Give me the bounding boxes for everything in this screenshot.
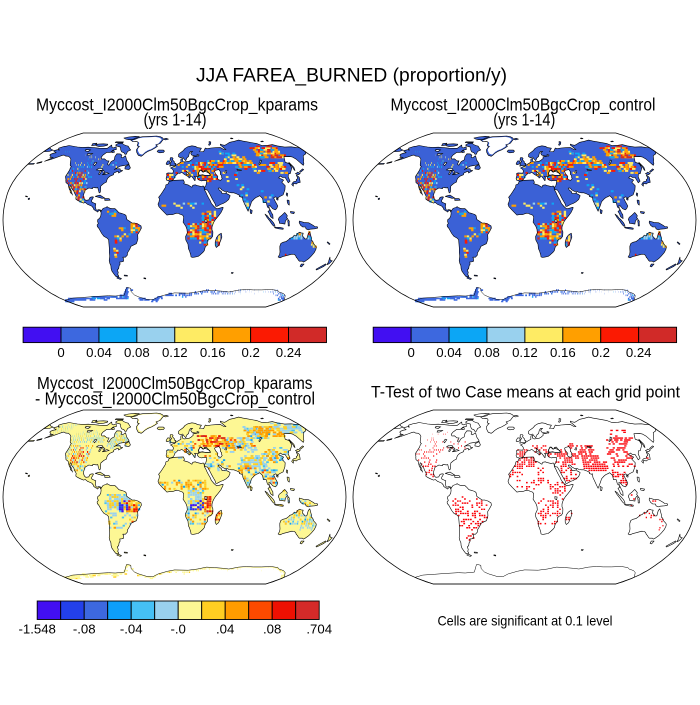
svg-text:0.24: 0.24 [276, 345, 302, 360]
svg-text:0.04: 0.04 [436, 345, 462, 360]
svg-text:0.2: 0.2 [241, 345, 259, 360]
svg-text:0.12: 0.12 [512, 345, 538, 360]
svg-text:Cells are significant at 0.1 l: Cells are significant at 0.1 level [438, 613, 613, 629]
svg-text:0.16: 0.16 [200, 345, 226, 360]
svg-text:0.08: 0.08 [124, 345, 150, 360]
svg-text:0: 0 [57, 345, 64, 360]
svg-text:-.04: -.04 [120, 621, 143, 636]
svg-text:0.24: 0.24 [626, 345, 652, 360]
svg-text:Myccost_I2000Clm50BgcCrop_kpar: Myccost_I2000Clm50BgcCrop_kparams [36, 94, 318, 115]
svg-text:(yrs 1-14): (yrs 1-14) [144, 110, 207, 130]
svg-text:Myccost_I2000Clm50BgcCrop_kpar: Myccost_I2000Clm50BgcCrop_kparams [37, 373, 313, 394]
svg-text:(yrs 1-14): (yrs 1-14) [493, 110, 555, 130]
svg-text:Myccost_I2000Clm50BgcCrop_cont: Myccost_I2000Clm50BgcCrop_control [391, 94, 656, 115]
svg-text:JJA FAREA_BURNED (proportion/y: JJA FAREA_BURNED (proportion/y) [196, 66, 507, 87]
svg-text:.04: .04 [216, 621, 234, 636]
svg-text:.704: .704 [306, 621, 332, 636]
svg-text:0: 0 [407, 345, 414, 360]
svg-text:0.16: 0.16 [550, 345, 576, 360]
svg-text:0.08: 0.08 [474, 345, 500, 360]
svg-text:-.0: -.0 [171, 621, 186, 636]
svg-text:0.2: 0.2 [592, 345, 610, 360]
svg-text:.08: .08 [263, 621, 281, 636]
svg-text:-1.548: -1.548 [18, 621, 55, 636]
svg-text:0.12: 0.12 [162, 345, 188, 360]
svg-text:0.04: 0.04 [86, 345, 112, 360]
svg-text:- Myccost_I2000Clm50BgcCrop_co: - Myccost_I2000Clm50BgcCrop_control [35, 389, 315, 410]
svg-text:-.08: -.08 [73, 621, 96, 636]
svg-text:T-Test of two Case means at ea: T-Test of two Case means at each grid po… [371, 382, 680, 401]
